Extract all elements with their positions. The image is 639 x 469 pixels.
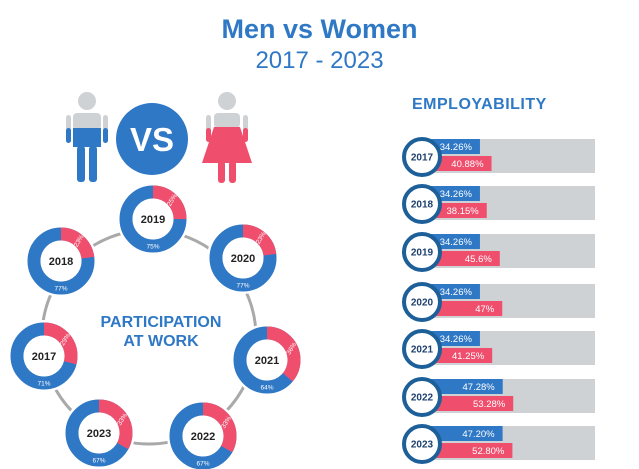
employability-bars: 34.26% 40.88% 2017 34.26% 38.15% 2018 34.26% 45… (402, 137, 595, 464)
employability-row-2019: 34.26% 45.6% 2019 (402, 232, 595, 272)
women-slice (209, 224, 277, 292)
men-pct-label: 71% (37, 381, 50, 388)
donut-year-label: 2018 (49, 256, 73, 268)
year-badge-label: 2023 (411, 440, 434, 451)
women-bar-label: 38.15% (447, 206, 480, 217)
women-bar (420, 443, 513, 458)
women-slice (119, 185, 187, 253)
women-bar-label: 41.25% (452, 351, 485, 362)
men-bar-label: 47.28% (463, 382, 496, 393)
women-bar-label: 40.88% (451, 159, 484, 170)
women-slice (169, 402, 237, 469)
donut-center (23, 335, 65, 377)
men-pct-label: 67% (92, 458, 105, 465)
women-slice (233, 326, 301, 394)
donut-year-label: 2017 (32, 351, 56, 363)
year-badge (402, 329, 442, 369)
donut-year-label: 2023 (87, 428, 111, 440)
women-slice (10, 322, 78, 390)
page-subtitle: 2017 - 2023 (255, 47, 384, 74)
donut-year-label: 2022 (191, 431, 215, 443)
year-badge-label: 2022 (411, 393, 434, 404)
men-bar-label: 34.26% (440, 287, 473, 298)
men-bar-label: 47.20% (462, 429, 495, 440)
employability-row-2021: 34.26% 41.25% 2021 (402, 329, 595, 369)
donut-center (78, 412, 120, 454)
donut-year-label: 2019 (141, 214, 165, 226)
employability-row-2023: 47.20% 52.80% 2023 (402, 424, 595, 464)
employability-row-2017: 34.26% 40.88% 2017 (402, 137, 595, 177)
year-badge-label: 2019 (411, 248, 434, 259)
men-pct-label: 64% (260, 385, 273, 392)
man-icon (66, 92, 108, 182)
donut-center (182, 415, 224, 457)
participation-title-line2: AT WORK (123, 333, 199, 350)
year-badge-label: 2018 (411, 200, 434, 211)
men-bar-label: 34.26% (440, 189, 473, 200)
year-badge (402, 424, 442, 464)
men-pct-label: 75% (146, 244, 159, 251)
women-bar-label: 53.28% (473, 399, 506, 410)
women-slice (65, 399, 133, 467)
donut-year-label: 2021 (255, 355, 279, 367)
donut-year-label: 2020 (231, 253, 255, 265)
men-bar-label: 34.26% (440, 142, 473, 153)
donut-center (246, 339, 288, 381)
women-bar-label: 45.6% (465, 254, 492, 265)
employability-row-2020: 34.26%47% 2020 (402, 282, 595, 322)
women-bar-label: 52.80% (472, 446, 505, 457)
year-badge (402, 137, 442, 177)
men-pct-label: 77% (236, 283, 249, 290)
year-badge (402, 184, 442, 224)
men-pct-label: 77% (54, 286, 67, 293)
year-badge-label: 2021 (411, 345, 434, 356)
year-badge (402, 377, 442, 417)
year-badge (402, 282, 442, 322)
women-slice (27, 227, 95, 295)
vs-badge: VS (116, 103, 188, 175)
participation-title-line1: PARTICIPATION (101, 314, 222, 331)
employability-row-2018: 34.26% 38.15% 2018 (402, 184, 595, 224)
employability-title: EMPLOYABILITY (412, 96, 547, 113)
vs-label: VS (130, 121, 174, 158)
women-bar (420, 396, 514, 411)
men-bar-label: 34.26% (440, 237, 473, 248)
employability-row-2022: 47.28% 53.28% 2022 (402, 377, 595, 417)
men-pct-label: 67% (196, 461, 209, 468)
year-badge-label: 2020 (411, 298, 434, 309)
woman-icon (202, 92, 252, 183)
women-bar-label: 47% (475, 304, 495, 315)
men-bar-label: 34.26% (440, 334, 473, 345)
page-title: Men vs Women (221, 14, 418, 44)
donut-center (222, 237, 264, 279)
year-badge-label: 2017 (411, 153, 434, 164)
donut-center (40, 240, 82, 282)
donut-center (132, 198, 174, 240)
year-badge (402, 232, 442, 272)
